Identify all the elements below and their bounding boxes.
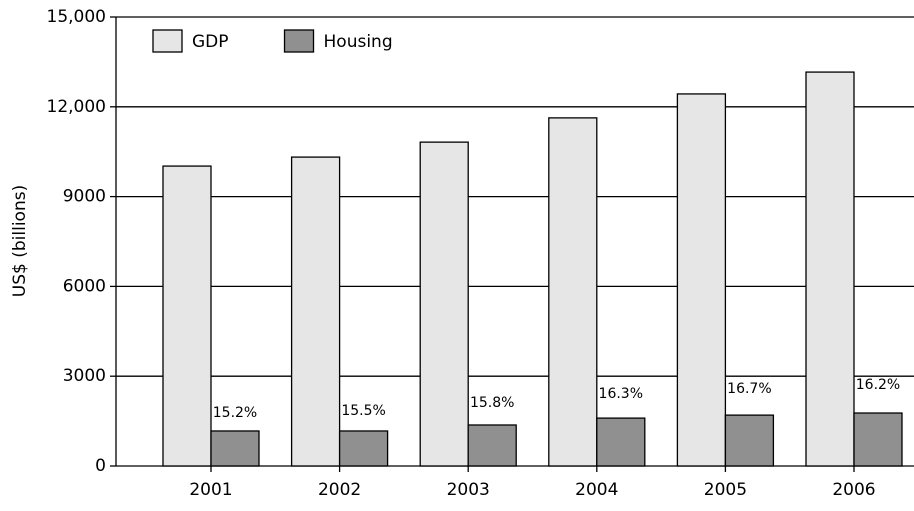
- bar: [467, 424, 517, 467]
- bar: [290, 156, 341, 467]
- x-tick-label: 2002: [318, 480, 361, 500]
- bar: [805, 71, 855, 467]
- bar: [419, 141, 469, 467]
- y-tick-label: 15,000: [47, 7, 106, 27]
- annotation: 16.3%: [599, 386, 643, 402]
- bar: [338, 430, 389, 467]
- annotation: 16.7%: [727, 381, 771, 397]
- bar: [548, 117, 598, 467]
- y-tick-label: 6000: [63, 276, 106, 296]
- y-tick-label: 3000: [63, 366, 106, 386]
- x-tick-label: 2006: [832, 480, 875, 500]
- legend-swatch: [152, 29, 183, 53]
- bar: [676, 93, 727, 467]
- bar: [596, 417, 646, 467]
- x-tick-label: 2001: [189, 480, 232, 500]
- bar: [162, 165, 212, 467]
- legend-swatch: [283, 29, 315, 53]
- x-tick-label: 2004: [575, 480, 618, 500]
- bar: [853, 412, 903, 467]
- annotation: 15.8%: [470, 395, 514, 411]
- y-tick-label: 9000: [63, 187, 106, 207]
- x-tick-label: 2003: [447, 480, 490, 500]
- x-tick-label: 2005: [704, 480, 747, 500]
- bar: [210, 430, 260, 467]
- annotation: 16.2%: [856, 377, 900, 393]
- y-tick-label: 12,000: [47, 97, 106, 117]
- annotation: 15.5%: [341, 403, 385, 419]
- legend-label: Housing: [324, 32, 393, 52]
- annotation: 15.2%: [213, 405, 257, 421]
- y-tick-label: 0: [95, 456, 106, 476]
- legend-label: GDP: [192, 32, 229, 52]
- bar: [724, 414, 775, 467]
- y-axis-label: US$ (billions): [10, 185, 30, 297]
